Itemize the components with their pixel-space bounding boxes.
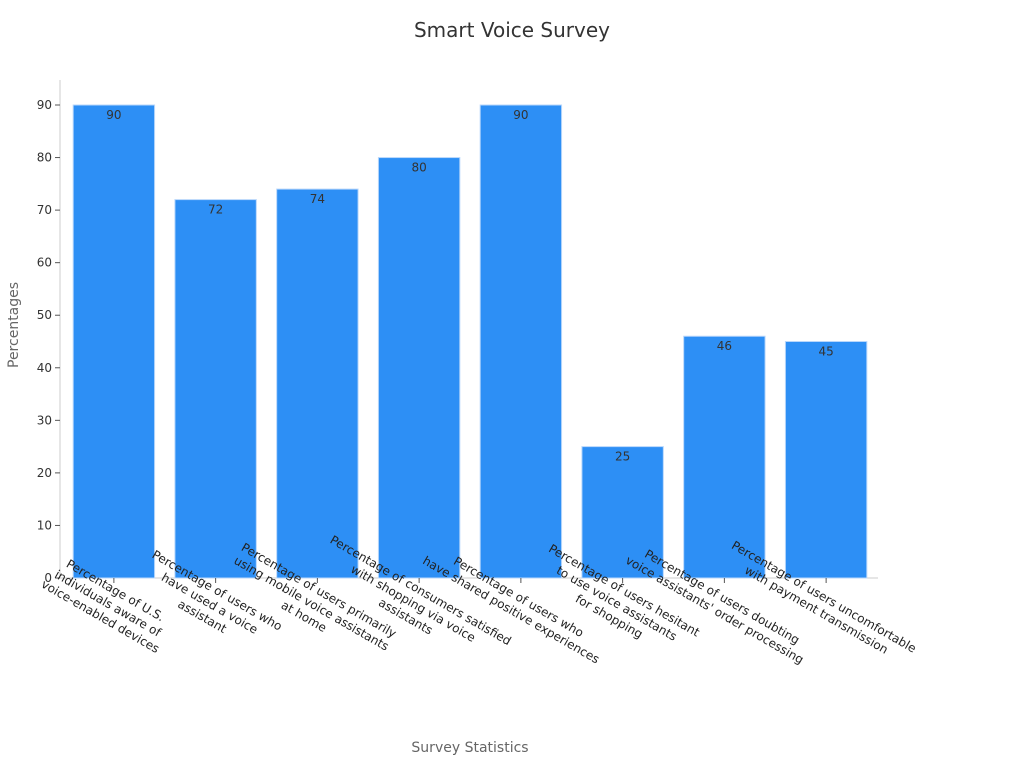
bar xyxy=(784,341,868,579)
bar-value-label: 72 xyxy=(208,203,223,217)
bar xyxy=(174,199,257,579)
y-tick-label: 80 xyxy=(37,151,52,165)
bar xyxy=(683,335,766,579)
bar xyxy=(276,188,359,579)
y-tick-label: 30 xyxy=(37,413,52,427)
y-tick-label: 50 xyxy=(37,308,52,322)
chart-title: Smart Voice Survey xyxy=(413,18,610,42)
y-tick-label: 40 xyxy=(37,361,52,375)
y-tick-label: 10 xyxy=(37,518,52,532)
bar-value-label: 90 xyxy=(106,108,121,122)
y-tick-label: 70 xyxy=(37,203,52,217)
y-tick-label: 60 xyxy=(37,256,52,270)
x-axis-label: Survey Statistics xyxy=(411,740,529,756)
y-tick-label: 20 xyxy=(37,466,52,480)
bar-value-label: 25 xyxy=(615,450,630,464)
bar-value-label: 74 xyxy=(310,192,325,206)
bar-value-label: 80 xyxy=(411,161,426,175)
bar-value-label: 90 xyxy=(513,108,528,122)
bar-value-label: 46 xyxy=(717,339,732,353)
bar xyxy=(479,104,563,579)
bar xyxy=(72,104,156,579)
bar xyxy=(377,157,461,579)
y-tick-label: 0 xyxy=(44,571,52,585)
y-tick-label: 90 xyxy=(37,98,52,112)
bar-value-label: 45 xyxy=(818,345,833,359)
